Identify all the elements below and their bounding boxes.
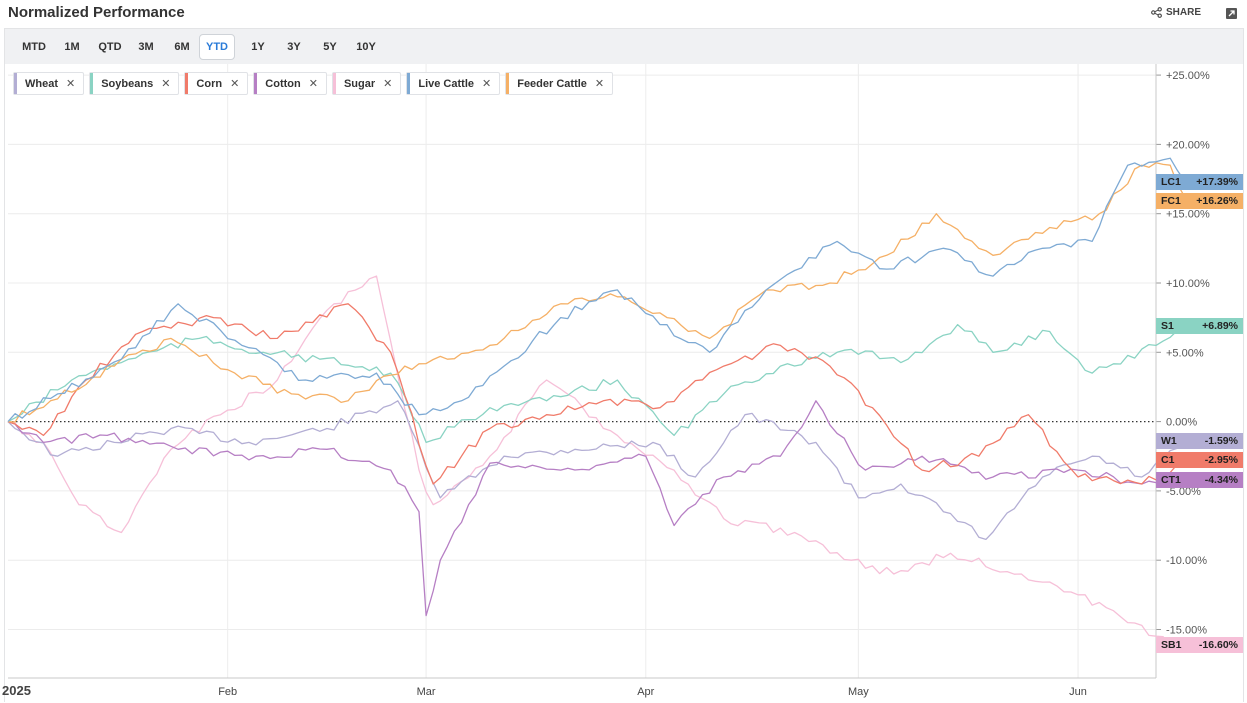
popout-button[interactable] (1226, 8, 1237, 19)
tag-symbol: LC1 (1161, 176, 1181, 188)
tag-symbol: SB1 (1161, 639, 1182, 651)
page-title: Normalized Performance (8, 4, 185, 21)
x-tick-label: Mar (417, 686, 436, 698)
external-link-icon (1228, 10, 1235, 17)
range-button-qtd[interactable]: QTD (98, 41, 122, 53)
series-line-sb1[interactable] (7, 275, 1185, 653)
remove-series-icon[interactable]: ✕ (594, 78, 605, 90)
legend-item-cotton[interactable]: Cotton ✕ (253, 72, 327, 95)
y-tick-label: -15.00% (1166, 624, 1207, 636)
tag-value: +17.39% (1196, 176, 1238, 188)
remove-series-icon[interactable]: ✕ (308, 78, 318, 90)
range-button-10y[interactable]: 10Y (356, 41, 376, 53)
range-button-1y[interactable]: 1Y (251, 41, 265, 53)
range-button-ytd[interactable]: YTD (199, 34, 235, 60)
x-tick-label: 2025 (2, 683, 31, 698)
legend-swatch (90, 73, 94, 94)
legend-item-sugar[interactable]: Sugar ✕ (331, 72, 402, 95)
last-value-tag-ct1: CT1 -4.34% (1156, 472, 1243, 488)
tag-symbol: C1 (1161, 454, 1175, 466)
series-line-ct1[interactable] (7, 400, 1185, 617)
chart-legend: Wheat ✕ Soybeans ✕ Corn ✕ Cotton ✕ Sugar… (13, 72, 614, 95)
tag-symbol: W1 (1161, 435, 1177, 447)
legend-label: Wheat (25, 77, 58, 90)
last-value-tag-fc1: FC1 +16.26% (1156, 193, 1243, 209)
y-tick-label: +10.00% (1166, 278, 1210, 290)
range-toolbar: MTD 1M QTD 3M 6M YTD 1Y 3Y 5Y 10Y (4, 28, 1244, 64)
y-tick-label: 0.00% (1166, 417, 1197, 429)
legend-item-live-cattle[interactable]: Live Cattle ✕ (406, 72, 501, 95)
chart-frame (4, 64, 1244, 702)
legend-label: Soybeans (101, 77, 154, 90)
share-button[interactable]: SHARE (1151, 7, 1201, 18)
legend-item-corn[interactable]: Corn ✕ (184, 72, 249, 95)
tag-symbol: S1 (1161, 320, 1174, 332)
legend-swatch (332, 73, 336, 94)
tag-value: -2.95% (1204, 454, 1238, 466)
y-tick-label: +20.00% (1166, 139, 1210, 151)
share-label: SHARE (1165, 7, 1201, 18)
tag-value: -4.34% (1204, 474, 1238, 486)
last-value-tag-c1: C1 -2.95% (1156, 452, 1243, 468)
y-tick-label: -5.00% (1166, 486, 1201, 498)
range-button-3y[interactable]: 3Y (287, 41, 301, 53)
share-icon (1151, 7, 1162, 18)
last-value-tag-s1: S1 +6.89% (1156, 318, 1243, 334)
tag-symbol: FC1 (1161, 195, 1181, 207)
series-line-w1[interactable] (7, 400, 1185, 541)
remove-series-icon[interactable]: ✕ (482, 78, 492, 90)
range-button-3m[interactable]: 3M (138, 41, 154, 53)
legend-label: Cotton (265, 77, 301, 90)
range-button-1m[interactable]: 1M (64, 41, 80, 53)
legend-label: Live Cattle (418, 77, 474, 90)
legend-swatch (185, 73, 189, 94)
legend-item-soybeans[interactable]: Soybeans ✕ (89, 72, 180, 95)
tag-symbol: CT1 (1161, 474, 1181, 486)
legend-item-wheat[interactable]: Wheat ✕ (13, 72, 85, 95)
x-tick-label: Apr (637, 686, 654, 698)
remove-series-icon[interactable]: ✕ (230, 78, 240, 90)
remove-series-icon[interactable]: ✕ (383, 78, 393, 90)
range-button-6m[interactable]: 6M (174, 41, 190, 53)
legend-swatch (254, 73, 258, 94)
legend-label: Sugar (343, 77, 376, 90)
y-tick-label: +15.00% (1166, 209, 1210, 221)
y-tick-label: +5.00% (1166, 347, 1204, 359)
legend-label: Corn (196, 77, 223, 90)
y-tick-label: -10.00% (1166, 555, 1207, 567)
legend-item-feeder-cattle[interactable]: Feeder Cattle ✕ (505, 72, 614, 95)
tag-value: +16.26% (1196, 195, 1238, 207)
tag-value: -16.60% (1198, 639, 1238, 651)
last-value-tag-sb1: SB1 -16.60% (1156, 637, 1243, 653)
remove-series-icon[interactable]: ✕ (66, 78, 76, 90)
legend-swatch (506, 73, 510, 94)
remove-series-icon[interactable]: ✕ (161, 78, 171, 90)
x-tick-label: Jun (1069, 686, 1087, 698)
x-tick-label: Feb (218, 686, 237, 698)
range-button-5y[interactable]: 5Y (323, 41, 337, 53)
series-line-lc1[interactable] (7, 157, 1185, 423)
chart-header: Normalized Performance SHARE (0, 0, 1247, 28)
y-tick-label: +25.00% (1166, 70, 1210, 82)
legend-swatch (407, 73, 411, 94)
last-value-tag-lc1: LC1 +17.39% (1156, 174, 1243, 190)
tag-value: -1.59% (1204, 435, 1238, 447)
series-line-s1[interactable] (7, 323, 1185, 444)
tag-value: +6.89% (1202, 320, 1238, 332)
range-button-mtd[interactable]: MTD (22, 41, 46, 53)
last-value-tag-w1: W1 -1.59% (1156, 433, 1243, 449)
legend-swatch (14, 73, 17, 94)
legend-label: Feeder Cattle (517, 77, 587, 90)
series-line-fc1[interactable] (7, 162, 1185, 423)
x-tick-label: May (848, 686, 869, 698)
series-line-c1[interactable] (7, 303, 1185, 485)
